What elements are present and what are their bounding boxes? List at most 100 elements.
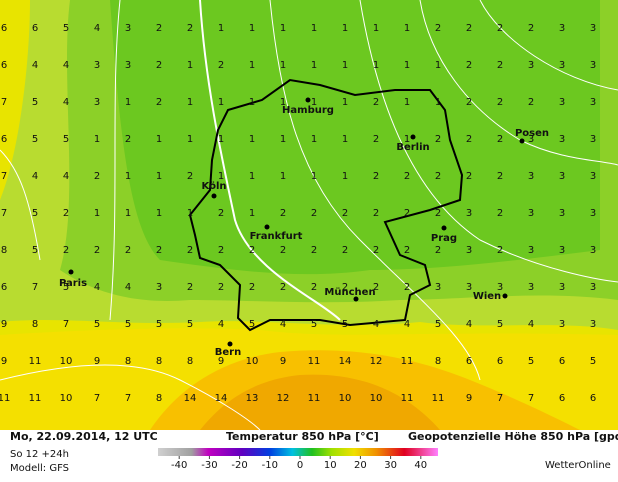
grid-value: 3 <box>528 245 534 256</box>
scale-tick-label: -10 <box>262 460 278 471</box>
grid-value: 1 <box>280 171 286 182</box>
grid-value: 6 <box>1 23 7 34</box>
grid-value: 3 <box>559 171 565 182</box>
grid-value: 6 <box>590 393 596 404</box>
grid-value: 3 <box>466 245 472 256</box>
grid-value: 3 <box>559 208 565 219</box>
grid-value: 3 <box>435 282 441 293</box>
grid-value: 9 <box>1 319 7 330</box>
grid-value: 1 <box>249 208 255 219</box>
city-dot <box>305 97 311 103</box>
grid-value: 6 <box>32 23 38 34</box>
city-label: Bern <box>215 347 241 358</box>
grid-value: 9 <box>218 356 224 367</box>
grid-value: 2 <box>63 208 69 219</box>
grid-value: 3 <box>528 171 534 182</box>
city-label: Köln <box>202 181 227 192</box>
grid-value: 8 <box>125 356 131 367</box>
grid-value: 2 <box>435 171 441 182</box>
grid-value: 2 <box>497 23 503 34</box>
city-dot <box>519 138 525 144</box>
model: Modell: GFS <box>10 463 69 474</box>
grid-value: 2 <box>187 23 193 34</box>
grid-value: 7 <box>1 208 7 219</box>
grid-value: 5 <box>63 282 69 293</box>
grid-value: 2 <box>218 245 224 256</box>
grid-value: 1 <box>280 134 286 145</box>
grid-value: 11 <box>401 393 414 404</box>
grid-value: 2 <box>497 134 503 145</box>
city-dot <box>227 341 233 347</box>
param-temperature: Temperatur 850 hPa [°C] <box>226 430 379 443</box>
date: Mo, 22.09.2014, 12 UTC <box>10 430 158 443</box>
grid-value: 10 <box>339 393 352 404</box>
grid-value: 1 <box>342 23 348 34</box>
city-label: Posen <box>515 128 549 139</box>
grid-value: 1 <box>311 171 317 182</box>
scale-tick-label: 20 <box>354 460 367 471</box>
grid-value: 4 <box>63 171 69 182</box>
grid-value: 9 <box>1 356 7 367</box>
grid-value: 1 <box>187 60 193 71</box>
grid-value: 3 <box>590 208 596 219</box>
grid-value: 3 <box>497 282 503 293</box>
grid-value: 4 <box>94 23 100 34</box>
grid-value: 1 <box>187 208 193 219</box>
grid-value: 2 <box>187 245 193 256</box>
grid-value: 3 <box>466 208 472 219</box>
grid-value: 8 <box>156 393 162 404</box>
city-dot <box>264 224 270 230</box>
grid-value: 3 <box>125 23 131 34</box>
grid-value: 8 <box>435 356 441 367</box>
grid-value: 5 <box>435 319 441 330</box>
grid-value: 6 <box>559 356 565 367</box>
city-dot <box>410 134 416 140</box>
city-label: Prag <box>431 233 457 244</box>
grid-value: 1 <box>342 134 348 145</box>
grid-value: 11 <box>308 393 321 404</box>
grid-value: 2 <box>156 245 162 256</box>
grid-value: 10 <box>60 393 73 404</box>
isolines <box>0 0 618 431</box>
grid-value: 14 <box>184 393 197 404</box>
grid-value: 1 <box>218 171 224 182</box>
grid-value: 1 <box>156 208 162 219</box>
grid-value: 2 <box>528 23 534 34</box>
grid-value: 2 <box>497 60 503 71</box>
grid-value: 1 <box>342 97 348 108</box>
city-label: Frankfurt <box>250 231 303 242</box>
scale-tick-label: -40 <box>171 460 187 471</box>
grid-value: 1 <box>311 134 317 145</box>
grid-value: 2 <box>187 171 193 182</box>
grid-value: 2 <box>404 282 410 293</box>
grid-value: 1 <box>404 23 410 34</box>
grid-value: 9 <box>466 393 472 404</box>
grid-value: 1 <box>373 23 379 34</box>
grid-value: 2 <box>497 245 503 256</box>
grid-value: 10 <box>246 356 259 367</box>
grid-value: 3 <box>590 23 596 34</box>
grid-value: 4 <box>373 319 379 330</box>
scale-tick-label: -20 <box>231 460 247 471</box>
grid-value: 4 <box>32 171 38 182</box>
grid-value: 2 <box>280 245 286 256</box>
grid-value: 3 <box>125 60 131 71</box>
grid-value: 11 <box>401 356 414 367</box>
grid-value: 2 <box>311 245 317 256</box>
grid-value: 6 <box>559 393 565 404</box>
grid-value: 3 <box>590 134 596 145</box>
grid-value: 4 <box>218 319 224 330</box>
grid-value: 2 <box>435 23 441 34</box>
grid-value: 1 <box>156 134 162 145</box>
grid-value: 1 <box>435 60 441 71</box>
grid-value: 1 <box>187 97 193 108</box>
germany-border <box>188 78 464 332</box>
grid-value: 5 <box>63 134 69 145</box>
grid-value: 3 <box>94 60 100 71</box>
grid-value: 4 <box>94 282 100 293</box>
grid-value: 14 <box>215 393 228 404</box>
grid-value: 2 <box>342 282 348 293</box>
grid-value: 7 <box>497 393 503 404</box>
scale-tick-label: -30 <box>201 460 217 471</box>
